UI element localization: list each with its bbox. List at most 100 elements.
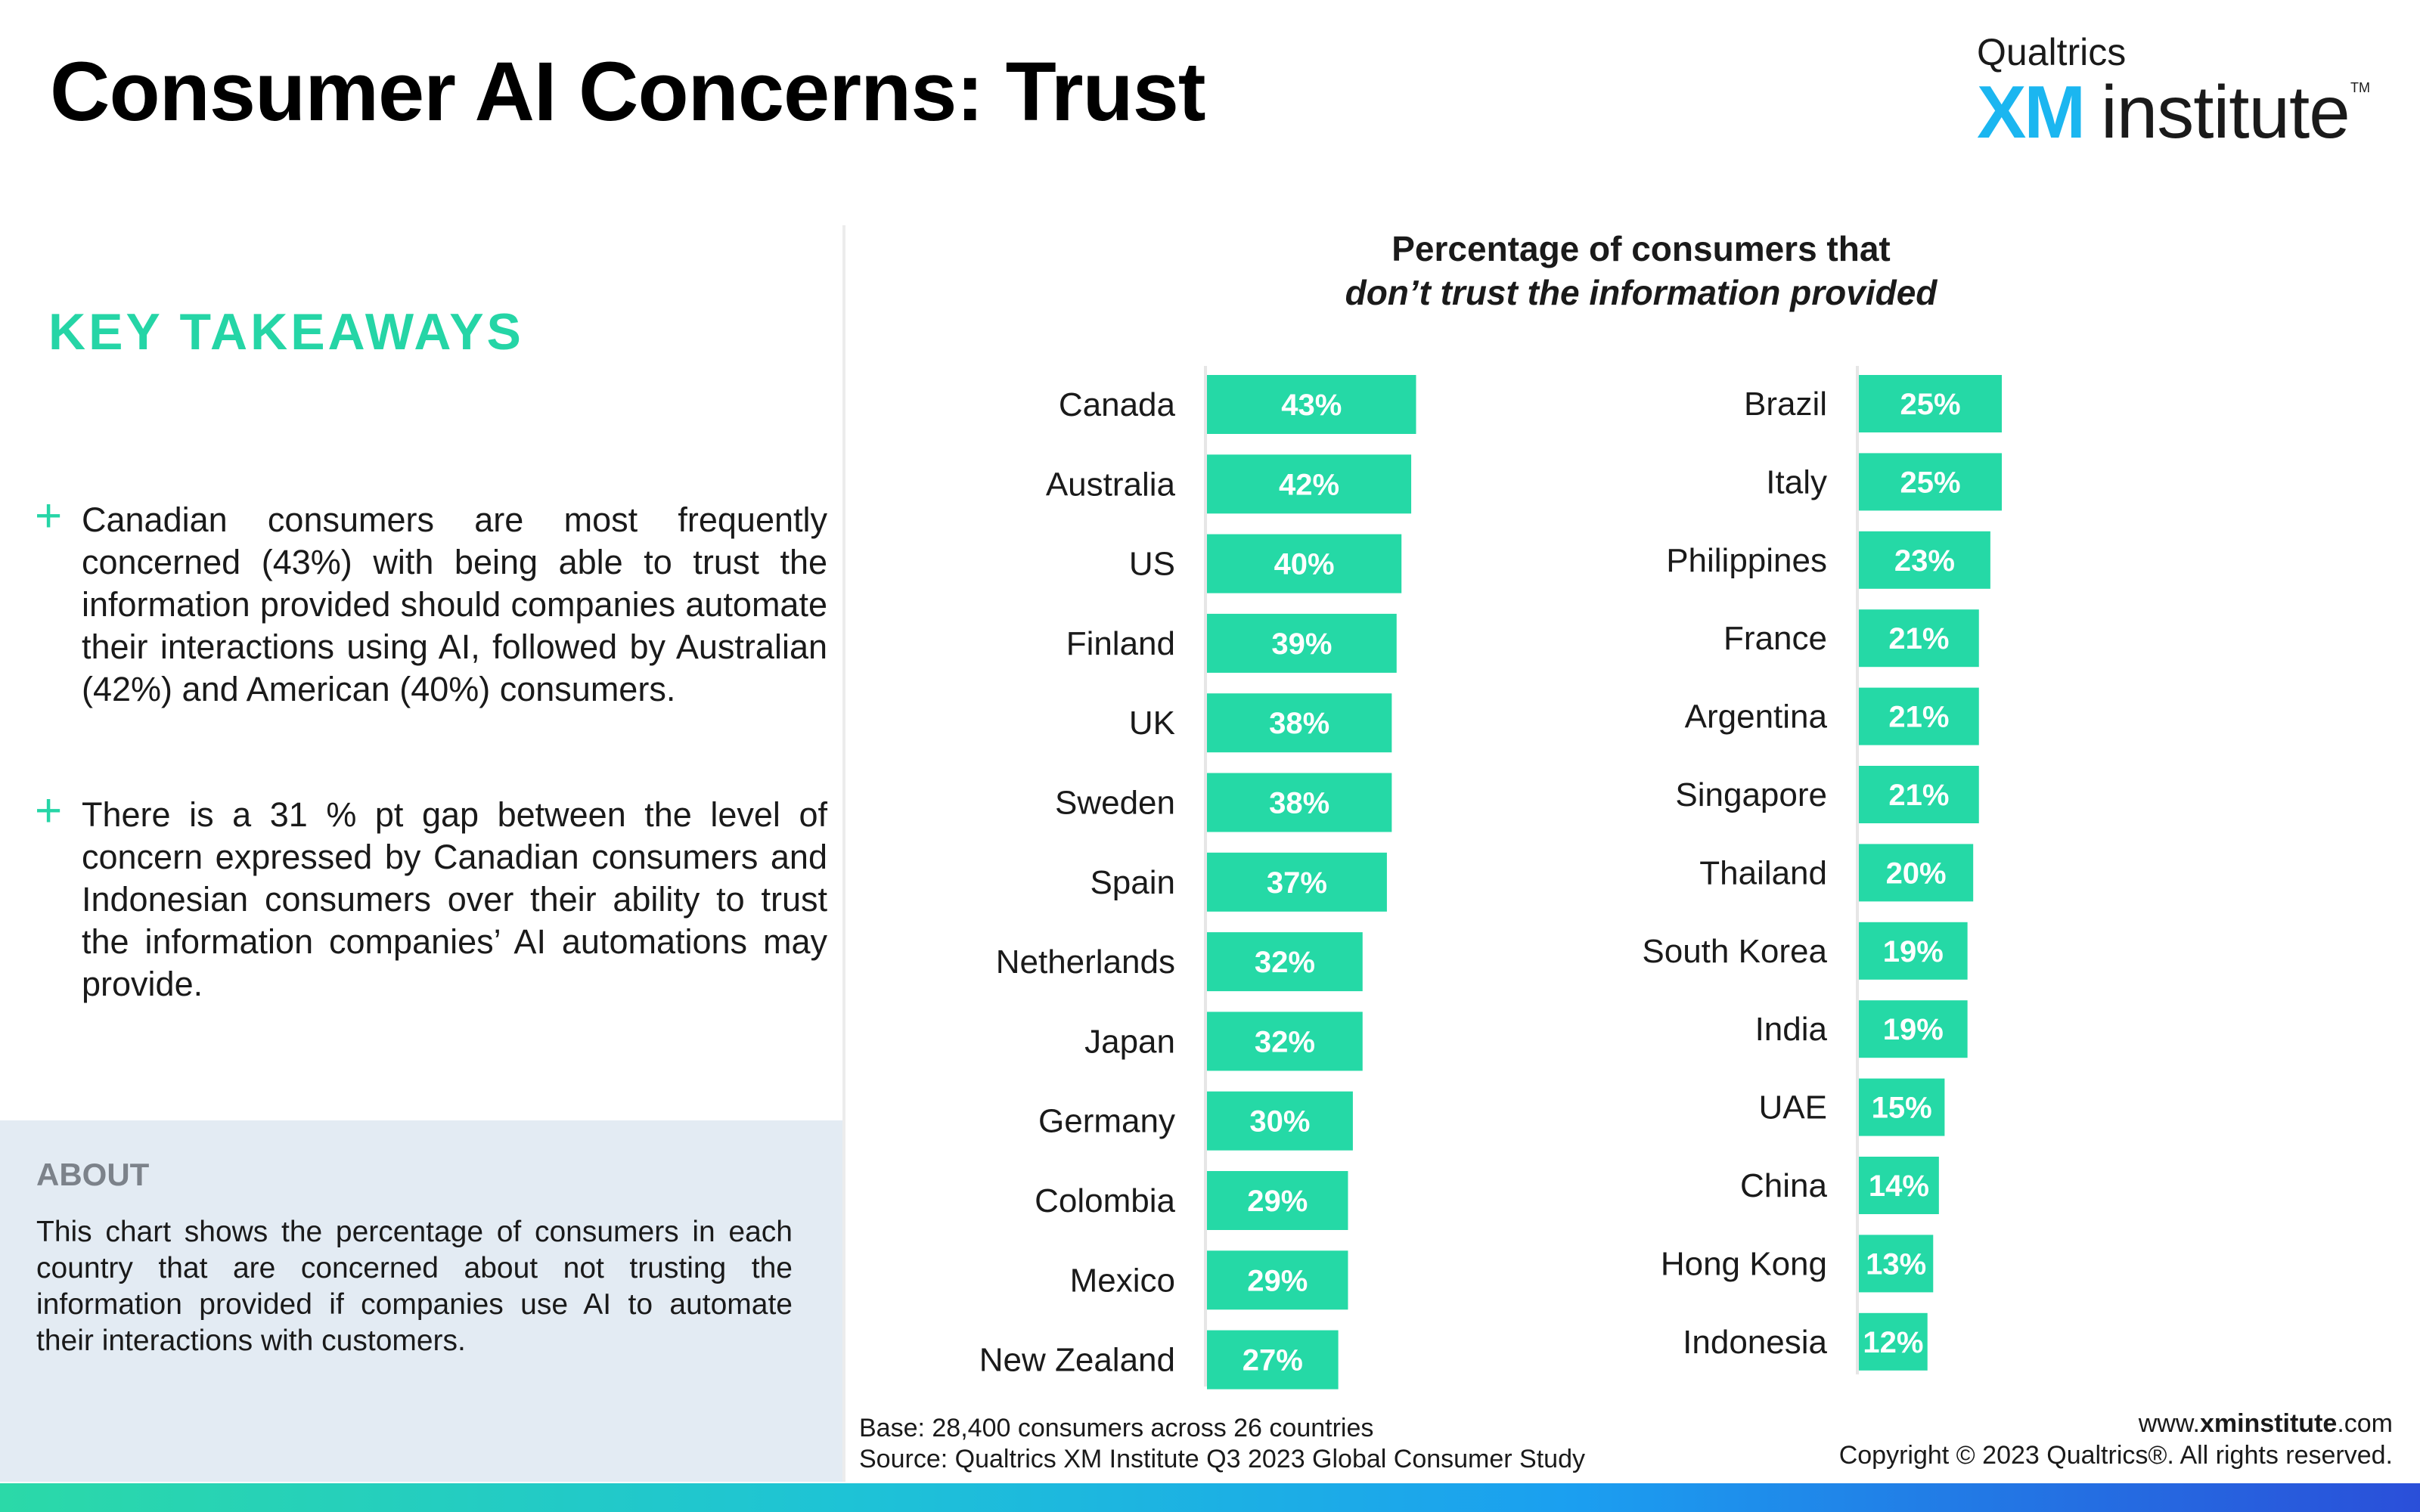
plus-icon: + <box>35 785 63 837</box>
footnote-source: Source: Qualtrics XM Institute Q3 2023 G… <box>859 1445 1586 1473</box>
category-label: Singapore <box>1675 776 1827 813</box>
website-suffix: .com <box>2337 1409 2393 1438</box>
bar-value-label: 15% <box>1872 1092 1932 1125</box>
bar-value-label: 27% <box>1243 1344 1303 1377</box>
category-label: Colombia <box>1035 1182 1175 1219</box>
bar <box>1207 534 1402 593</box>
category-label: Canada <box>1059 386 1176 423</box>
bar-value-label: 38% <box>1269 787 1329 820</box>
category-label: UK <box>1129 705 1175 742</box>
category-label: Germany <box>1038 1103 1175 1140</box>
bar-value-label: 39% <box>1271 627 1332 661</box>
bar <box>1859 609 1979 668</box>
bar-value-label: 42% <box>1279 468 1339 501</box>
bar-value-label: 21% <box>1888 701 1949 734</box>
bar <box>1859 1000 1968 1058</box>
bar-value-label: 38% <box>1269 707 1329 740</box>
category-label: France <box>1723 620 1827 657</box>
logo-trademark: TM <box>2350 80 2370 95</box>
bar <box>1859 531 1990 589</box>
category-label: Philippines <box>1666 542 1827 579</box>
logo-xm-text: XM <box>1977 70 2086 153</box>
category-label: India <box>1755 1011 1828 1048</box>
bar-value-label: 37% <box>1267 866 1327 900</box>
chart-title: Percentage of consumers that <box>1392 229 1891 268</box>
logo-qualtrics-text: Qualtrics <box>1977 31 2127 73</box>
website-domain: xminstitute <box>2199 1409 2338 1438</box>
copyright-text: Copyright © 2023 Qualtrics®. All rights … <box>1838 1441 2393 1470</box>
bar <box>1207 613 1397 673</box>
category-label: South Korea <box>1642 933 1827 970</box>
bar-value-label: 12% <box>1863 1326 1923 1359</box>
category-label: Australia <box>1046 466 1176 503</box>
bar-value-label: 32% <box>1255 1025 1315 1058</box>
bar <box>1859 922 1968 980</box>
bar <box>1207 1012 1363 1071</box>
bar <box>1207 773 1392 832</box>
category-label: Netherlands <box>996 943 1175 981</box>
logo-institute-text: institute <box>2101 70 2350 153</box>
bar <box>1859 453 2002 511</box>
bar-value-label: 43% <box>1281 389 1342 422</box>
category-label: US <box>1129 546 1175 583</box>
bar-value-label: 30% <box>1249 1105 1310 1139</box>
bar <box>1207 1250 1348 1310</box>
category-label: Hong Kong <box>1661 1245 1827 1282</box>
bar <box>1859 766 1979 823</box>
category-label: Indonesia <box>1683 1324 1827 1361</box>
bar <box>1207 932 1363 992</box>
bar-value-label: 40% <box>1274 548 1335 581</box>
bar-value-label: 13% <box>1866 1247 1926 1281</box>
website-link[interactable]: www.xminstitute.com <box>2139 1409 2393 1439</box>
category-label: Mexico <box>1070 1262 1175 1299</box>
about-heading: ABOUT <box>36 1157 150 1192</box>
page-title: Consumer AI Concerns: Trust <box>50 45 1206 138</box>
category-label: Argentina <box>1685 699 1828 736</box>
bar <box>1207 852 1387 912</box>
about-panel <box>0 1120 842 1482</box>
about-text: This chart shows the percentage of consu… <box>36 1216 793 1357</box>
bar <box>1207 1091 1353 1151</box>
bar-value-label: 21% <box>1888 779 1949 812</box>
bar-value-label: 20% <box>1886 857 1947 890</box>
category-label: New Zealand <box>979 1342 1175 1379</box>
category-label: Finland <box>1066 625 1175 662</box>
chart-subtitle: don’t trust the information provided <box>1345 273 1938 312</box>
bar <box>1859 1235 1934 1293</box>
bar-value-label: 21% <box>1888 622 1949 655</box>
plus-icon: + <box>35 490 63 542</box>
bar <box>1207 1171 1348 1230</box>
bar-value-label: 23% <box>1894 544 1955 578</box>
takeaway-text: There is a 31 % pt gap between the level… <box>82 795 827 1003</box>
takeaway-text: Canadian consumers are most frequently c… <box>82 500 827 708</box>
bar <box>1859 687 1979 745</box>
category-label: Japan <box>1084 1023 1175 1060</box>
bar-value-label: 29% <box>1247 1264 1308 1297</box>
category-label: Sweden <box>1055 785 1175 822</box>
website-prefix: www. <box>2138 1409 2200 1438</box>
footer-gradient-bar <box>0 1483 2420 1512</box>
bar <box>1207 1330 1339 1390</box>
bar <box>1207 454 1412 514</box>
bar-value-label: 25% <box>1900 388 1960 421</box>
category-label: China <box>1740 1167 1827 1204</box>
bar-value-label: 29% <box>1247 1185 1308 1218</box>
bar-value-label: 19% <box>1883 1013 1944 1046</box>
section-divider <box>842 225 845 1482</box>
xm-institute-logo: Qualtrics XM institute TM <box>1977 30 2370 153</box>
bar <box>1859 1078 1945 1136</box>
category-label: Spain <box>1090 864 1175 901</box>
category-label: Italy <box>1766 463 1827 500</box>
bar <box>1859 375 2002 432</box>
bar <box>1207 375 1416 434</box>
bar-value-label: 25% <box>1900 466 1960 499</box>
bar-value-label: 19% <box>1883 935 1944 968</box>
bar-value-label: 32% <box>1255 946 1315 979</box>
bar <box>1207 693 1392 753</box>
bar-value-label: 14% <box>1869 1170 1929 1203</box>
bar <box>1859 844 1974 902</box>
bar <box>1859 1157 1939 1214</box>
category-label: Brazil <box>1744 386 1827 423</box>
bar <box>1859 1312 1928 1371</box>
